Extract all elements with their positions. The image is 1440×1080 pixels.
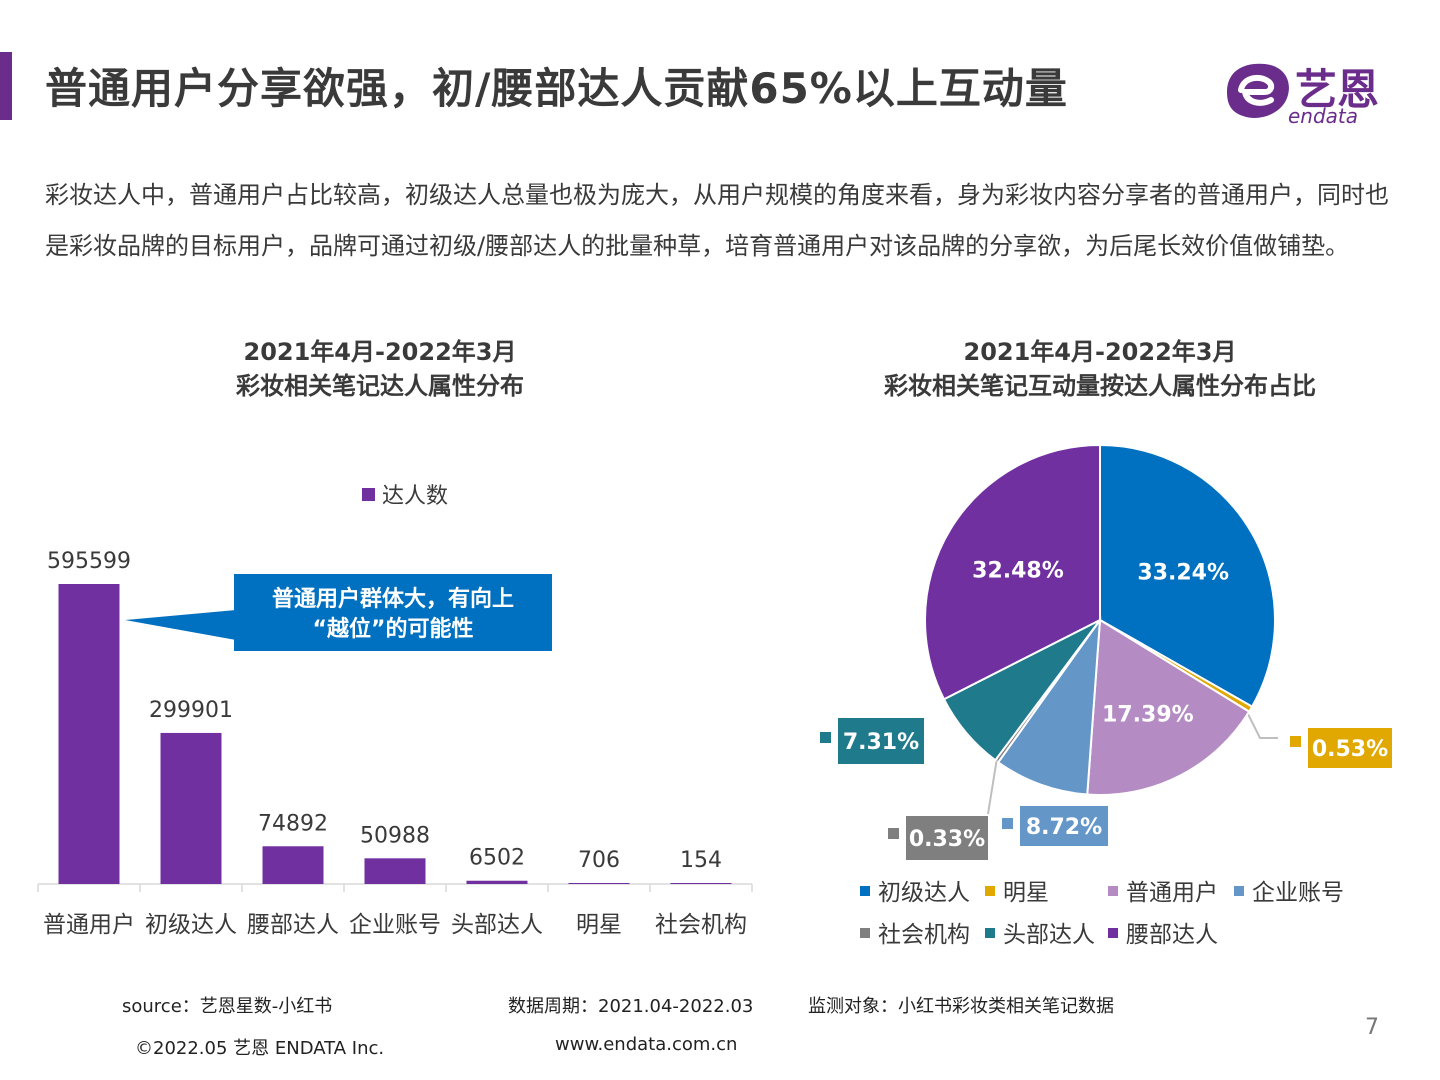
bar-value-label: 6502 [469, 846, 525, 871]
pie-legend-swatch [860, 886, 870, 896]
footer-copyright: ©2022.05 艺恩 ENDATA Inc. [135, 1038, 385, 1059]
pie-label-marker [820, 732, 831, 743]
bar-chart: 达人数 595599 普通用户 299901 初级达人 74892 腰部达人 50988 企业… [37, 484, 753, 938]
bar-category-label: 社会机构 [655, 912, 747, 938]
bar-value-label: 50988 [360, 823, 430, 848]
callout-box [234, 574, 552, 651]
bar-腰部达人 [262, 846, 324, 884]
bar-category-label: 初级达人 [145, 912, 237, 938]
logo-cn-text: 艺恩 [1295, 65, 1380, 114]
bar-category-label: 腰部达人 [247, 912, 339, 938]
pie-legend-label: 头部达人 [1003, 922, 1095, 948]
pie-legend-swatch [985, 928, 995, 938]
pie-label-头部达人: 7.31% [843, 730, 919, 755]
title-accent-bar [0, 52, 12, 120]
pie-chart-title-line2: 彩妆相关笔记互动量按达人属性分布占比 [884, 372, 1316, 400]
pie-legend-label: 企业账号 [1252, 880, 1344, 906]
pie-label-marker [888, 828, 899, 839]
bar-明星 [568, 883, 630, 884]
bar-chart-title: 2021年4月-2022年3月 彩妆相关笔记达人属性分布 [150, 335, 610, 403]
pie-leader-line [987, 757, 998, 815]
callout-line2: “越位”的可能性 [313, 616, 474, 642]
bar-企业账号 [364, 858, 426, 884]
pie-legend-swatch [1108, 928, 1118, 938]
bar-category-label: 明星 [576, 912, 622, 938]
bar-category-label: 头部达人 [451, 912, 543, 938]
pie-chart: 33.24% 0.53% 17.39% 8.72% 0.33% 7.31% 32.48% 初… [820, 443, 1392, 948]
bar-legend-label: 达人数 [382, 484, 448, 509]
pie-legend-swatch [1234, 886, 1244, 896]
pie-legend-label: 腰部达人 [1126, 922, 1218, 948]
pie-chart-title-line1: 2021年4月-2022年3月 [963, 338, 1237, 366]
callout-line1: 普通用户群体大，有向上 [272, 586, 514, 612]
bar-普通用户 [58, 584, 120, 884]
bar-value-label: 154 [680, 848, 722, 873]
footer-website[interactable]: www.endata.com.cn [555, 1034, 738, 1055]
pie-slice-企业账号 [996, 616, 1102, 796]
pie-legend-swatch [860, 928, 870, 938]
pie-label-box [1308, 728, 1392, 768]
bar-value-label: 595599 [47, 549, 131, 574]
bar-chart-title-line2: 彩妆相关笔记达人属性分布 [236, 372, 524, 400]
bar-社会机构 [670, 883, 732, 884]
pie-leader-line [1244, 707, 1278, 739]
bar-头部达人 [466, 880, 528, 884]
pie-label-box [1020, 806, 1108, 846]
bar-value-label: 299901 [149, 698, 233, 723]
pie-label-初级达人: 33.24% [1137, 561, 1229, 586]
pie-label-明星: 0.53% [1312, 737, 1388, 762]
footer-period: 数据周期：2021.04-2022.03 [508, 996, 754, 1017]
bar-category-label: 普通用户 [43, 912, 135, 938]
footer-target: 监测对象：小红书彩妆类相关笔记数据 [808, 996, 1114, 1017]
bar-初级达人 [160, 732, 222, 884]
pie-label-腰部达人: 32.48% [972, 559, 1064, 584]
bar-value-label: 74892 [258, 811, 328, 836]
pie-legend-swatch [1108, 886, 1118, 896]
bar-legend-swatch [362, 488, 375, 501]
pie-legend-label: 明星 [1003, 880, 1049, 906]
page-number: 7 [1365, 1015, 1379, 1040]
pie-legend-label: 初级达人 [878, 880, 970, 906]
endata-logo [1227, 63, 1289, 118]
pie-label-box [838, 718, 924, 764]
pie-chart-title: 2021年4月-2022年3月 彩妆相关笔记互动量按达人属性分布占比 [830, 335, 1370, 403]
footer-source: source：艺恩星数-小红书 [122, 996, 333, 1017]
pie-label-box [906, 816, 988, 860]
pie-slice-初级达人 [1099, 443, 1276, 708]
pie-slice-腰部达人 [924, 443, 1101, 701]
page-title: 普通用户分享欲强，初/腰部达人贡献65%以上互动量 [45, 64, 1068, 113]
intro-paragraph: 彩妆达人中，普通用户占比较高，初级达人总量也极为庞大，从用户规模的角度来看，身为… [45, 181, 1389, 260]
bar-chart-title-line1: 2021年4月-2022年3月 [243, 338, 517, 366]
pie-label-企业账号: 8.72% [1026, 815, 1102, 840]
pie-legend-label: 社会机构 [878, 922, 970, 948]
pie-label-marker [1290, 736, 1301, 747]
logo-en-text: endata [1288, 104, 1359, 128]
bar-value-label: 706 [578, 848, 620, 873]
bar-category-label: 企业账号 [349, 912, 441, 938]
pie-label-marker [1002, 818, 1013, 829]
callout-pointer [125, 610, 236, 640]
pie-label-普通用户: 17.39% [1102, 702, 1194, 727]
pie-slice-普通用户 [1086, 618, 1251, 796]
pie-legend-label: 普通用户 [1126, 880, 1218, 906]
pie-legend-swatch [985, 886, 995, 896]
pie-label-社会机构: 0.33% [909, 827, 985, 852]
